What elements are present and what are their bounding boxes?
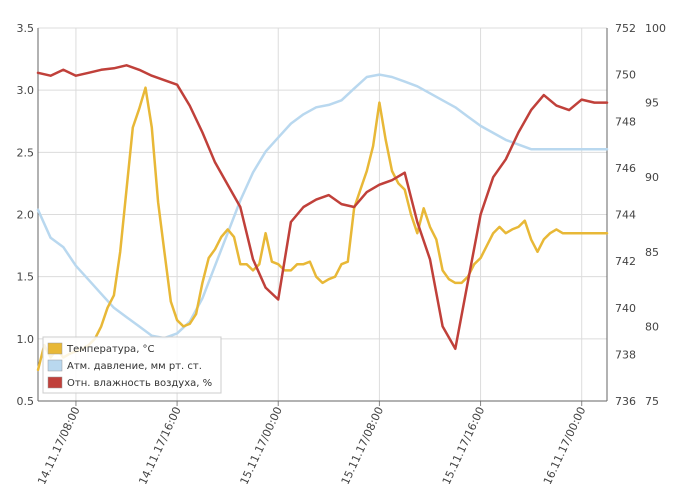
x-tick-label: 16.11.17/00:00	[541, 405, 588, 484]
y-tick-label-right-inner: 738	[615, 348, 636, 361]
y-tick-label-right-inner: 748	[615, 115, 636, 128]
y-tick-label-right-outer: 95	[645, 97, 659, 110]
series-line	[36, 73, 609, 340]
y-tick-label-left: 0.5	[17, 395, 35, 408]
y-tick-label-right-outer: 80	[645, 320, 659, 333]
x-tick-label: 15.11.17/00:00	[238, 405, 285, 484]
y-tick-label-right-outer: 100	[645, 22, 666, 35]
y-tick-label-left: 2.5	[17, 146, 35, 159]
legend-swatch	[47, 359, 63, 372]
y-tick-label-left: 2.0	[17, 209, 35, 222]
y-tick-label-left: 3.0	[17, 84, 35, 97]
y-tick-label-right-inner: 744	[615, 209, 636, 222]
y-tick-label-right-outer: 75	[645, 395, 659, 408]
y-tick-label-right-inner: 736	[615, 395, 636, 408]
y-tick-label-right-inner: 746	[615, 162, 636, 175]
y-tick-label-right-outer: 85	[645, 246, 659, 259]
x-tick-label: 15.11.17/08:00	[339, 405, 386, 484]
y-tick-label-right-inner: 750	[615, 69, 636, 82]
legend-label: Температура, °C	[66, 344, 155, 355]
x-tick-label: 14.11.17/08:00	[35, 405, 82, 484]
y-tick-label-right-inner: 742	[615, 255, 636, 268]
y-tick-label-right-inner: 752	[615, 22, 636, 35]
y-tick-label-left: 1.5	[17, 271, 35, 284]
x-tick-label: 14.11.17/16:00	[136, 405, 183, 484]
x-tick-label: 15.11.17/16:00	[440, 405, 487, 484]
series-line	[36, 86, 609, 372]
series-line	[36, 64, 609, 351]
y-tick-label-right-outer: 90	[645, 171, 659, 184]
legend-label: Отн. влажность воздуха, %	[67, 378, 212, 389]
y-tick-label-right-inner: 740	[615, 302, 636, 315]
legend-box	[42, 336, 222, 394]
legend-swatch	[47, 342, 63, 355]
legend-swatch	[47, 376, 63, 389]
y-tick-label-left: 1.0	[17, 333, 35, 346]
legend-label: Атм. давление, мм рт. ст.	[67, 361, 202, 372]
y-tick-label-left: 3.5	[17, 22, 35, 35]
